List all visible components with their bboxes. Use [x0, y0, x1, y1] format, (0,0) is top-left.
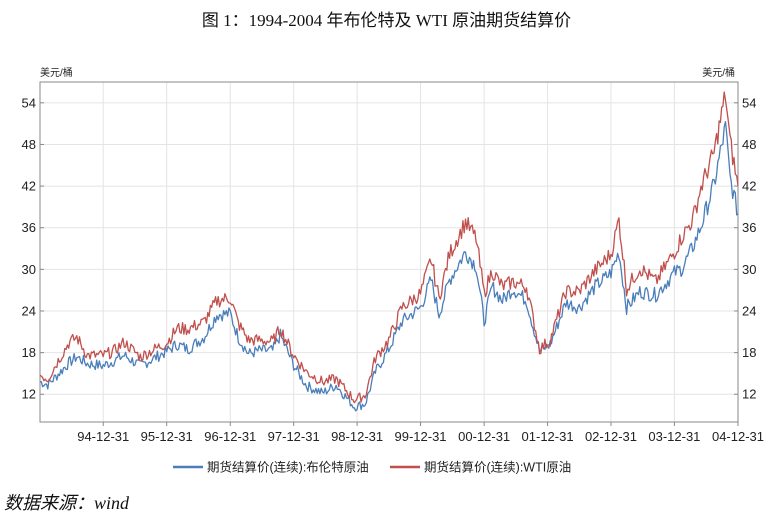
y-tick-label-right: 54: [742, 95, 756, 110]
x-tick-label: 03-12-31: [648, 429, 700, 444]
legend: 期货结算价(连续):布伦特原油 期货结算价(连续):WTI原油: [173, 460, 571, 475]
y-tick-label-right: 42: [742, 179, 756, 194]
x-axis: 94-12-31 95-12-31 96-12-31 97-12-31 98-12-31…: [77, 422, 764, 444]
x-tick-label: 02-12-31: [585, 429, 637, 444]
x-tick-label: 95-12-31: [141, 429, 193, 444]
x-tick-label: 98-12-31: [331, 429, 383, 444]
y-tick-label-right: 30: [742, 262, 756, 277]
legend-label: 期货结算价(连续):布伦特原油: [207, 460, 369, 475]
y-tick-label-right: 24: [742, 303, 756, 318]
y-tick-label-right: 36: [742, 220, 756, 235]
y-tick-label-left: 24: [22, 303, 36, 318]
series-group: [39, 91, 739, 412]
source-note: 数据来源：wind: [4, 493, 130, 513]
x-tick-label: 99-12-31: [395, 429, 447, 444]
figure-title: 图 1：1994-2004 年布伦特及 WTI 原油期货结算价: [201, 11, 572, 30]
y-tick-label-left: 18: [22, 345, 36, 360]
x-tick-label: 01-12-31: [522, 429, 574, 444]
y-tick-label-right: 12: [742, 387, 756, 402]
y-tick-label-left: 30: [22, 262, 36, 277]
y-tick-label-left: 42: [22, 179, 36, 194]
y-tick-label-left: 48: [22, 137, 36, 152]
x-tick-label: 04-12-31: [712, 429, 764, 444]
plot-frame: [39, 81, 739, 423]
legend-label: 期货结算价(连续):WTI原油: [424, 460, 571, 475]
y-tick-label-left: 54: [22, 95, 36, 110]
x-tick-label: 94-12-31: [77, 429, 129, 444]
y-tick-label-left: 12: [22, 387, 36, 402]
x-tick-label: 96-12-31: [204, 429, 256, 444]
x-tick-label: 97-12-31: [268, 429, 320, 444]
grid-lines: [40, 82, 739, 422]
y-axis-left: 12 18 24 30 36 42 48 54: [22, 95, 44, 402]
y-tick-label-right: 18: [742, 345, 756, 360]
y-axis-right: 12 18 24 30 36 42 48 54: [734, 95, 756, 402]
y-unit-right: 美元/桶: [702, 66, 735, 79]
y-tick-label-right: 48: [742, 137, 756, 152]
y-tick-label-left: 36: [22, 220, 36, 235]
x-tick-label: 00-12-31: [458, 429, 510, 444]
y-unit-left: 美元/桶: [40, 66, 73, 79]
series-line-wti: [39, 91, 739, 404]
series-line-brent: [39, 120, 739, 412]
